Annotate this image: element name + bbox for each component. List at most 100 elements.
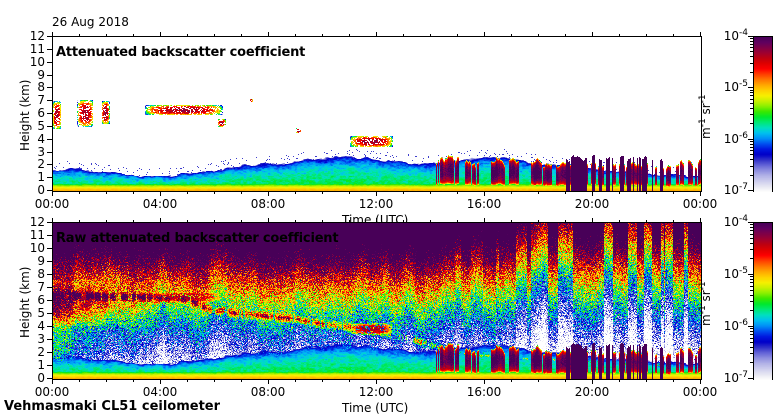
- x-minortick-attenuated-backscatter-3: [133, 191, 134, 194]
- x-tick-attenuated-backscatter-3: [376, 191, 377, 196]
- cbar-tick-1-0: [748, 378, 753, 379]
- cbar-tick-1-1: [748, 326, 753, 327]
- x-minortick-top-raw-attenuated-backscatter-9: [295, 220, 296, 223]
- y-tick-attenuated-backscatter-2: [47, 164, 52, 165]
- y-tick-raw-attenuated-backscatter-7: [47, 287, 52, 288]
- x-minortick-top-raw-attenuated-backscatter-1: [79, 220, 80, 223]
- cbar-minortick-1--5-3: [750, 249, 753, 250]
- x-minortick-raw-attenuated-backscatter-19: [565, 379, 566, 382]
- cbar-minortick-0--5-9: [750, 38, 753, 39]
- x-ticklabel-attenuated-backscatter-3: 12:00: [358, 197, 394, 211]
- x-minortick-attenuated-backscatter-11: [349, 191, 350, 194]
- y-ticklabel-attenuated-backscatter-1: 1: [37, 170, 45, 185]
- x-minortick-attenuated-backscatter-13: [403, 191, 404, 194]
- cbar-minortick-0--7-7: [750, 147, 753, 148]
- y-tick-attenuated-backscatter-4: [47, 139, 52, 140]
- x-minortick-raw-attenuated-backscatter-17: [511, 379, 512, 382]
- cbar-minortick-1--6-9: [750, 276, 753, 277]
- y-tick-attenuated-backscatter-9: [47, 75, 52, 76]
- cbar-minortick-0--7-9: [750, 141, 753, 142]
- cbar-minortick-1--5-9: [750, 224, 753, 225]
- cbar-tick-1-2: [748, 274, 753, 275]
- panel-title-attenuated-backscatter: Attenuated backscatter coefficient: [56, 45, 306, 60]
- x-minortick-attenuated-backscatter-5: [187, 191, 188, 194]
- y-ticklabel-attenuated-backscatter-2: 2: [37, 157, 45, 172]
- y-ticklabel-attenuated-backscatter-7: 7: [37, 93, 45, 108]
- x-minortick-top-attenuated-backscatter-21: [619, 34, 620, 37]
- x-minortick-top-attenuated-backscatter-14: [430, 34, 431, 37]
- cbar-minortick-0--6-8: [750, 92, 753, 93]
- colorbar-gradient-bottom: [754, 223, 772, 380]
- x-minortick-top-attenuated-backscatter-22: [646, 34, 647, 37]
- x-tick-raw-attenuated-backscatter-0: [52, 379, 53, 384]
- x-minortick-attenuated-backscatter-7: [241, 191, 242, 194]
- x-minortick-top-raw-attenuated-backscatter-23: [673, 220, 674, 223]
- y-tick-attenuated-backscatter-0: [47, 190, 52, 191]
- x-minortick-raw-attenuated-backscatter-18: [538, 379, 539, 382]
- x-tick-attenuated-backscatter-2: [268, 191, 269, 196]
- x-ticklabel-attenuated-backscatter-0: 00:00: [34, 197, 70, 211]
- y-tick-attenuated-backscatter-1: [47, 177, 52, 178]
- x-ticklabel-raw-attenuated-backscatter-5: 20:00: [574, 385, 610, 399]
- y-ticklabel-attenuated-backscatter-5: 5: [37, 118, 45, 133]
- cbar-tick-0-0: [748, 190, 753, 191]
- x-minortick-raw-attenuated-backscatter-13: [403, 379, 404, 382]
- y-ticklabel-raw-attenuated-backscatter-1: 1: [37, 358, 45, 372]
- cbar-minortick-1--5-8: [750, 227, 753, 228]
- x-minortick-raw-attenuated-backscatter-23: [673, 379, 674, 382]
- y-ticklabel-raw-attenuated-backscatter-4: 4: [37, 319, 45, 333]
- x-minortick-top-raw-attenuated-backscatter-6: [214, 220, 215, 223]
- x-minortick-top-attenuated-backscatter-9: [295, 34, 296, 37]
- cbar-ticklabel-0-0: 10-7: [723, 182, 748, 197]
- x-tick-attenuated-backscatter-5: [592, 191, 593, 196]
- footer-station-label: Vehmasmaki CL51 ceilometer: [4, 399, 221, 414]
- cbar-ticklabel-1-0: 10-7: [723, 370, 748, 385]
- x-minortick-raw-attenuated-backscatter-6: [214, 379, 215, 382]
- x-tick-raw-attenuated-backscatter-5: [592, 379, 593, 384]
- cbar-minortick-0--6-5: [750, 103, 753, 104]
- y-ticklabel-attenuated-backscatter-9: 9: [37, 67, 45, 82]
- x-minortick-top-attenuated-backscatter-5: [187, 34, 188, 37]
- x-tick-top-attenuated-backscatter-3: [376, 32, 377, 37]
- x-minortick-top-attenuated-backscatter-1: [79, 34, 80, 37]
- cbar-minortick-0--7-3: [750, 166, 753, 167]
- cbar-ticklabel-1-3: 10-4: [723, 214, 748, 229]
- x-tick-raw-attenuated-backscatter-3: [376, 379, 377, 384]
- x-tick-top-raw-attenuated-backscatter-5: [592, 218, 593, 223]
- x-ticklabel-attenuated-backscatter-2: 08:00: [250, 197, 286, 211]
- y-tick-attenuated-backscatter-12: [47, 36, 52, 37]
- x-minortick-raw-attenuated-backscatter-5: [187, 379, 188, 382]
- x-tick-top-raw-attenuated-backscatter-0: [52, 218, 53, 223]
- x-minortick-attenuated-backscatter-19: [565, 191, 566, 194]
- date-label: 26 Aug 2018: [52, 15, 129, 29]
- x-ticklabel-attenuated-backscatter-1: 04:00: [142, 197, 178, 211]
- x-minortick-top-attenuated-backscatter-13: [403, 34, 404, 37]
- x-ticklabel-raw-attenuated-backscatter-4: 16:00: [466, 385, 502, 399]
- x-minortick-attenuated-backscatter-18: [538, 191, 539, 194]
- panel-attenuated-backscatter: [52, 36, 702, 192]
- x-tick-top-raw-attenuated-backscatter-3: [376, 218, 377, 223]
- x-tick-top-attenuated-backscatter-6: [700, 32, 701, 37]
- cbar-minortick-0--5-3: [750, 63, 753, 64]
- cbar-minortick-1--5-5: [750, 238, 753, 239]
- x-minortick-top-raw-attenuated-backscatter-14: [430, 220, 431, 223]
- x-minortick-attenuated-backscatter-10: [322, 191, 323, 194]
- cbar-tick-0-1: [748, 139, 753, 140]
- x-tick-raw-attenuated-backscatter-6: [700, 379, 701, 384]
- y-tick-raw-attenuated-backscatter-4: [47, 326, 52, 327]
- cbar-minortick-1--7-8: [750, 331, 753, 332]
- cbar-minortick-1--7-2: [750, 362, 753, 363]
- y-tick-raw-attenuated-backscatter-0: [47, 378, 52, 379]
- y-ticklabel-raw-attenuated-backscatter-0: 0: [37, 371, 45, 385]
- cbar-minortick-1--7-4: [750, 347, 753, 348]
- x-tick-attenuated-backscatter-6: [700, 191, 701, 196]
- cbar-minortick-1--6-2: [750, 310, 753, 311]
- cbar-minortick-0--5-5: [750, 51, 753, 52]
- cbar-tick-0-3: [748, 36, 753, 37]
- cbar-minortick-1--7-3: [750, 353, 753, 354]
- x-ticklabel-raw-attenuated-backscatter-2: 08:00: [250, 385, 286, 399]
- cbar-ticklabel-1-1: 10-6: [723, 318, 748, 333]
- x-minortick-top-raw-attenuated-backscatter-5: [187, 220, 188, 223]
- x-tick-attenuated-backscatter-0: [52, 191, 53, 196]
- x-minortick-raw-attenuated-backscatter-9: [295, 379, 296, 382]
